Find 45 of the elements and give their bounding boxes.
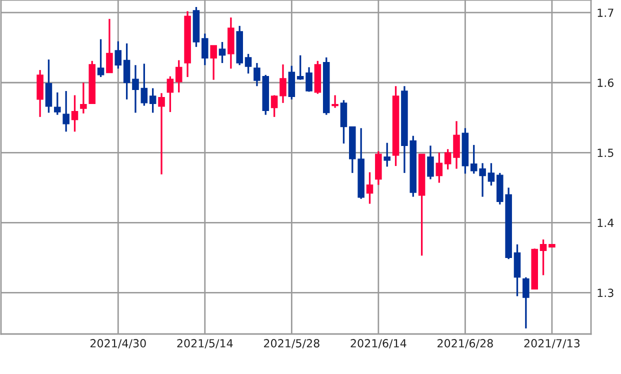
y-tick-label: 1.3	[598, 288, 614, 298]
candlestick	[280, 64, 286, 104]
candlestick	[270, 94, 278, 118]
candlestick	[166, 75, 174, 113]
y-tick-label: 1.4	[598, 218, 614, 227]
candlestick	[522, 276, 530, 330]
candlestick	[540, 238, 547, 276]
x-tick-label: 2021/5/28	[264, 339, 320, 348]
candlestick	[54, 92, 61, 116]
candlestick	[340, 99, 348, 144]
candlestick	[488, 162, 495, 186]
candlestick	[210, 44, 217, 81]
candlestick	[453, 120, 460, 170]
y-tick-label: 1.6	[598, 78, 614, 88]
x-tick-label: 2021/7/13	[524, 339, 580, 348]
candlestick	[106, 18, 113, 74]
candlestick	[123, 42, 130, 100]
candlestick	[306, 66, 312, 93]
candlestick	[296, 54, 304, 81]
candlestick	[366, 171, 374, 205]
candlestick	[158, 92, 165, 176]
candlestick	[384, 142, 390, 168]
candlestick	[80, 82, 87, 114]
candlestick	[218, 41, 226, 64]
candlestick	[244, 53, 252, 74]
candlestick	[114, 40, 122, 70]
x-tick-label: 2021/5/14	[177, 339, 233, 348]
candlestick	[427, 144, 434, 180]
candlestick	[332, 94, 338, 109]
candlestick	[444, 148, 452, 170]
candlestick	[202, 32, 208, 66]
candlestick	[97, 38, 104, 78]
candlestick	[140, 62, 148, 107]
x-tick-label: 2021/6/14	[350, 339, 406, 348]
y-tick-label: 1.5	[598, 148, 614, 158]
x-tick-label: 2021/6/28	[438, 339, 493, 348]
candlestick	[132, 64, 139, 114]
candlestick	[436, 152, 443, 184]
candlestick	[175, 59, 182, 94]
candlestick	[149, 87, 156, 114]
candlestick	[45, 58, 52, 114]
x-tick-label: 2021/4/30	[90, 339, 146, 348]
y-tick-label: 1.7	[598, 8, 614, 17]
candlestick	[71, 94, 78, 132]
candlestick	[62, 90, 70, 132]
